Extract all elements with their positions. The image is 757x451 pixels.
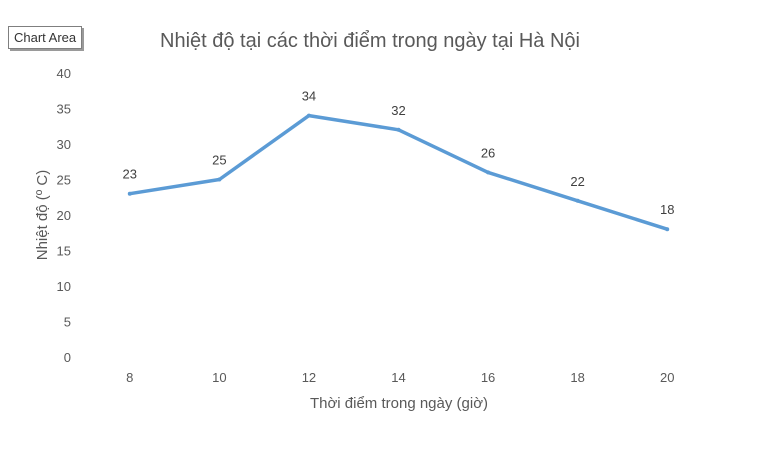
data-point (127, 191, 132, 196)
y-tick-label: 15 (57, 244, 71, 259)
chart-title: Nhiệt độ tại các thời điểm trong ngày tạ… (160, 30, 580, 52)
x-tick-label: 8 (126, 370, 133, 385)
data-labels: 23 25 34 32 26 22 18 (123, 89, 675, 218)
data-point (217, 177, 222, 182)
data-label: 22 (570, 174, 584, 189)
y-tick-label: 30 (57, 137, 71, 152)
y-tick-label: 5 (64, 315, 71, 330)
data-point (575, 198, 580, 203)
data-label: 34 (302, 89, 316, 104)
chart-area-tooltip: Chart Area (8, 26, 83, 49)
y-tick-label: 10 (57, 279, 71, 294)
y-axis-ticks: 0 5 10 15 20 25 30 35 40 (57, 66, 71, 365)
y-tick-label: 0 (64, 350, 71, 365)
data-point (665, 227, 670, 232)
y-tick-label: 35 (57, 102, 71, 117)
data-label: 23 (123, 167, 137, 182)
data-point (486, 170, 491, 175)
x-axis-label: Thời điểm trong ngày (giờ) (310, 395, 488, 412)
data-point (306, 113, 311, 118)
x-axis-ticks: 8 10 12 14 16 18 20 (126, 370, 674, 385)
x-tick-label: 18 (570, 370, 584, 385)
y-axis-label: Nhiệt độ (º C) (34, 170, 51, 261)
data-label: 25 (212, 153, 226, 168)
series-line (128, 113, 669, 231)
x-tick-label: 14 (391, 370, 405, 385)
y-tick-label: 40 (57, 66, 71, 81)
x-tick-label: 16 (481, 370, 495, 385)
x-tick-label: 12 (302, 370, 316, 385)
data-label: 32 (391, 103, 405, 118)
data-label: 26 (481, 145, 495, 160)
x-tick-label: 10 (212, 370, 226, 385)
y-tick-label: 20 (57, 208, 71, 223)
x-tick-label: 20 (660, 370, 674, 385)
y-tick-label: 25 (57, 173, 71, 188)
data-label: 18 (660, 202, 674, 217)
data-point (396, 127, 401, 132)
series-layer (127, 113, 670, 232)
